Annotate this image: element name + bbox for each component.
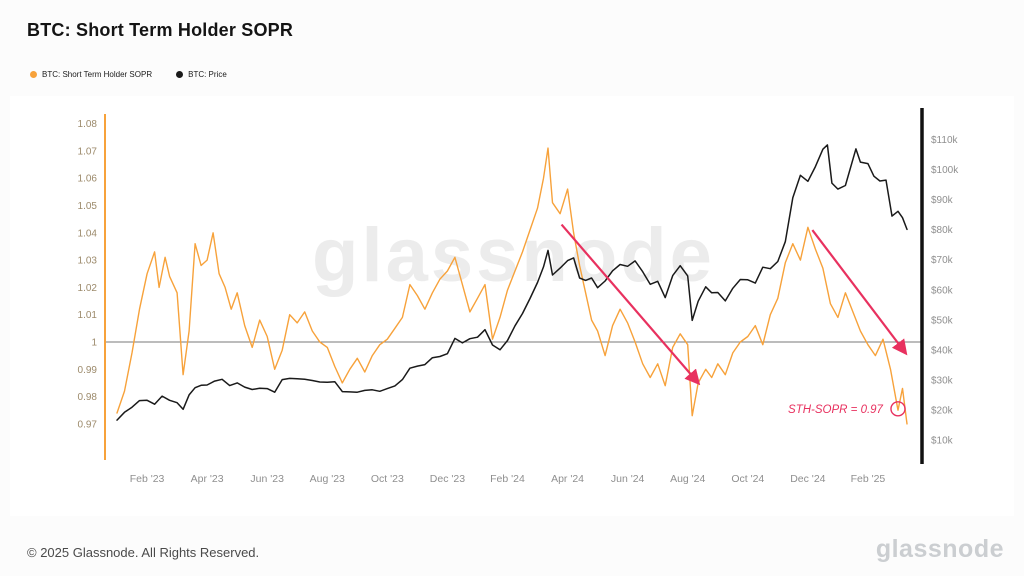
sopr-callout-circle [890,401,906,417]
y-axis-left-label: 1 [91,337,97,348]
y-axis-right-label: $30k [931,375,954,386]
y-axis-left-label: 0.97 [78,419,98,430]
y-axis-right-label: $90k [931,195,954,206]
price-legend-label: BTC: Price [188,70,227,79]
sopr-legend-dot-icon [30,71,37,78]
x-axis-label: Apr '24 [551,473,584,485]
x-axis-label: Feb '25 [851,473,886,485]
y-axis-right-label: $100k [931,165,959,176]
y-axis-right-label: $110k [931,135,959,146]
y-axis-right-label: $70k [931,255,954,266]
trend-arrow [811,229,908,356]
sopr-legend-label: BTC: Short Term Holder SOPR [42,70,153,79]
legend-item-price[interactable]: BTC: Price [176,70,227,79]
y-axis-left-label: 1.08 [78,119,98,130]
x-axis-label: Oct '24 [731,473,764,485]
copyright-text: © 2025 Glassnode. All Rights Reserved. [27,545,260,560]
chart-area[interactable]: glassnode 0.97 0.98 0.99 1 1.01 1.02 1.03 1.04 1.… [10,96,1014,516]
glassnode-logo: glassnode [875,535,1004,563]
x-axis-label: Dec '24 [790,473,825,485]
y-axis-left-label: 1.02 [78,283,98,294]
price-legend-dot-icon [176,71,184,78]
y-axis-right-label: $40k [931,345,954,356]
y-axis-left-label: 1.01 [78,310,98,321]
x-axis-label: Jun '23 [250,473,284,485]
y-axis-left-label: 1.06 [78,174,98,185]
price-line [116,144,908,421]
legend: BTC: Short Term Holder SOPR BTC: Price [30,70,227,79]
x-axis-label: Oct '23 [371,473,404,485]
legend-item-sopr[interactable]: BTC: Short Term Holder SOPR [30,70,152,79]
footer: © 2025 Glassnode. All Rights Reserved. g… [27,535,1004,564]
trend-arrow [560,223,701,386]
y-axis-right-label: $10k [931,435,954,446]
watermark: glassnode [312,213,715,298]
x-axis-label: Apr '23 [191,473,224,485]
y-axis-left-label: 1.03 [78,256,98,267]
chart-canvas[interactable]: glassnode 0.97 0.98 0.99 1 1.01 1.02 1.03 1.04 1.… [10,96,1014,516]
x-axis-label: Feb '24 [490,473,525,485]
y-axis-left-label: 0.99 [78,365,98,376]
sopr-callout-label: STH-SOPR = 0.97 [788,404,884,416]
y-axis-left-label: 1.05 [78,201,98,212]
y-axis-left-label: 1.04 [78,228,98,239]
y-axis-right-label: $60k [931,285,954,296]
y-axis-left-label: 0.98 [78,392,98,403]
page-title: BTC: Short Term Holder SOPR [27,20,294,40]
sopr-line [116,147,908,425]
x-axis-label: Jun '24 [611,473,645,485]
y-axis-right-label: $80k [931,225,954,236]
x-axis-label: Dec '23 [430,473,465,485]
x-axis-label: Aug '24 [670,473,705,485]
y-axis-right-label: $50k [931,315,954,326]
x-axis-label: Feb '23 [130,473,165,485]
y-axis-right-label: $20k [931,405,954,416]
y-axis-left-label: 1.07 [78,146,98,157]
x-axis-label: Aug '23 [310,473,345,485]
